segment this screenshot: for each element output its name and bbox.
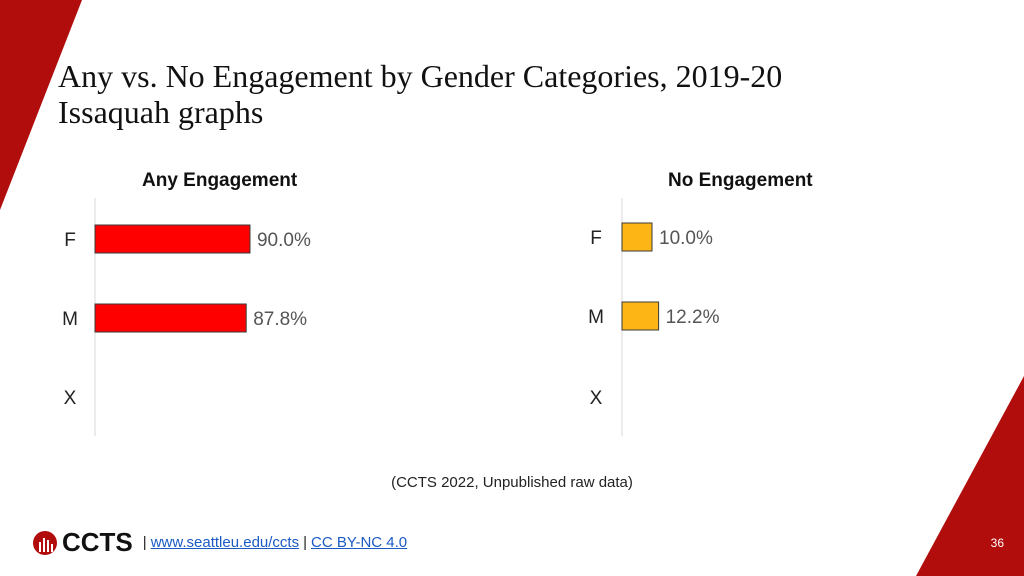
corner-decoration-top-left bbox=[0, 0, 82, 210]
chart-0-value-label: 87.8% bbox=[253, 309, 307, 330]
page-title-line2: Issaquah graphs bbox=[58, 94, 264, 130]
chart-1-value-label: 12.2% bbox=[666, 307, 720, 328]
chart-0-category-label: M bbox=[62, 309, 78, 330]
chart-1-category-label: F bbox=[590, 228, 602, 249]
cc-license-link[interactable]: CC BY-NC 4.0 bbox=[311, 534, 408, 551]
seattleu-ccts-link[interactable]: www.seattleu.edu/ccts bbox=[150, 534, 300, 551]
chart-0-value-label: 90.0% bbox=[257, 230, 311, 251]
chart-0-category-label: F bbox=[64, 230, 76, 251]
ccts-logo-icon bbox=[33, 530, 57, 555]
chart-0-category-label: X bbox=[64, 388, 77, 409]
chart-1-bar-F bbox=[621, 222, 653, 252]
chart-0-bar-F bbox=[94, 224, 251, 254]
footer: CCTS | www.seattleu.edu/ccts | CC BY-NC … bbox=[32, 527, 407, 558]
corner-decoration-bottom-right bbox=[916, 376, 1024, 576]
footer-separator-2: | bbox=[303, 534, 307, 551]
source-citation: (CCTS 2022, Unpublished raw data) bbox=[391, 474, 633, 491]
chart-1-category-label: M bbox=[588, 307, 604, 328]
chart-1-category-label: X bbox=[590, 388, 603, 409]
chart-1-bar-M bbox=[621, 301, 660, 331]
page-title: Any vs. No Engagement by Gender Categori… bbox=[58, 58, 978, 130]
chart-any-engagement-title: Any Engagement bbox=[142, 170, 298, 191]
chart-1-value-label: 10.0% bbox=[659, 228, 713, 249]
page-title-line1: Any vs. No Engagement by Gender Categori… bbox=[58, 58, 783, 94]
page-number: 36 bbox=[990, 536, 1004, 550]
footer-separator-1: | bbox=[142, 534, 147, 551]
chart-no-engagement-title: No Engagement bbox=[668, 170, 813, 191]
chart-0-bar-M bbox=[94, 303, 247, 333]
ccts-logo-text: CCTS bbox=[62, 527, 133, 557]
